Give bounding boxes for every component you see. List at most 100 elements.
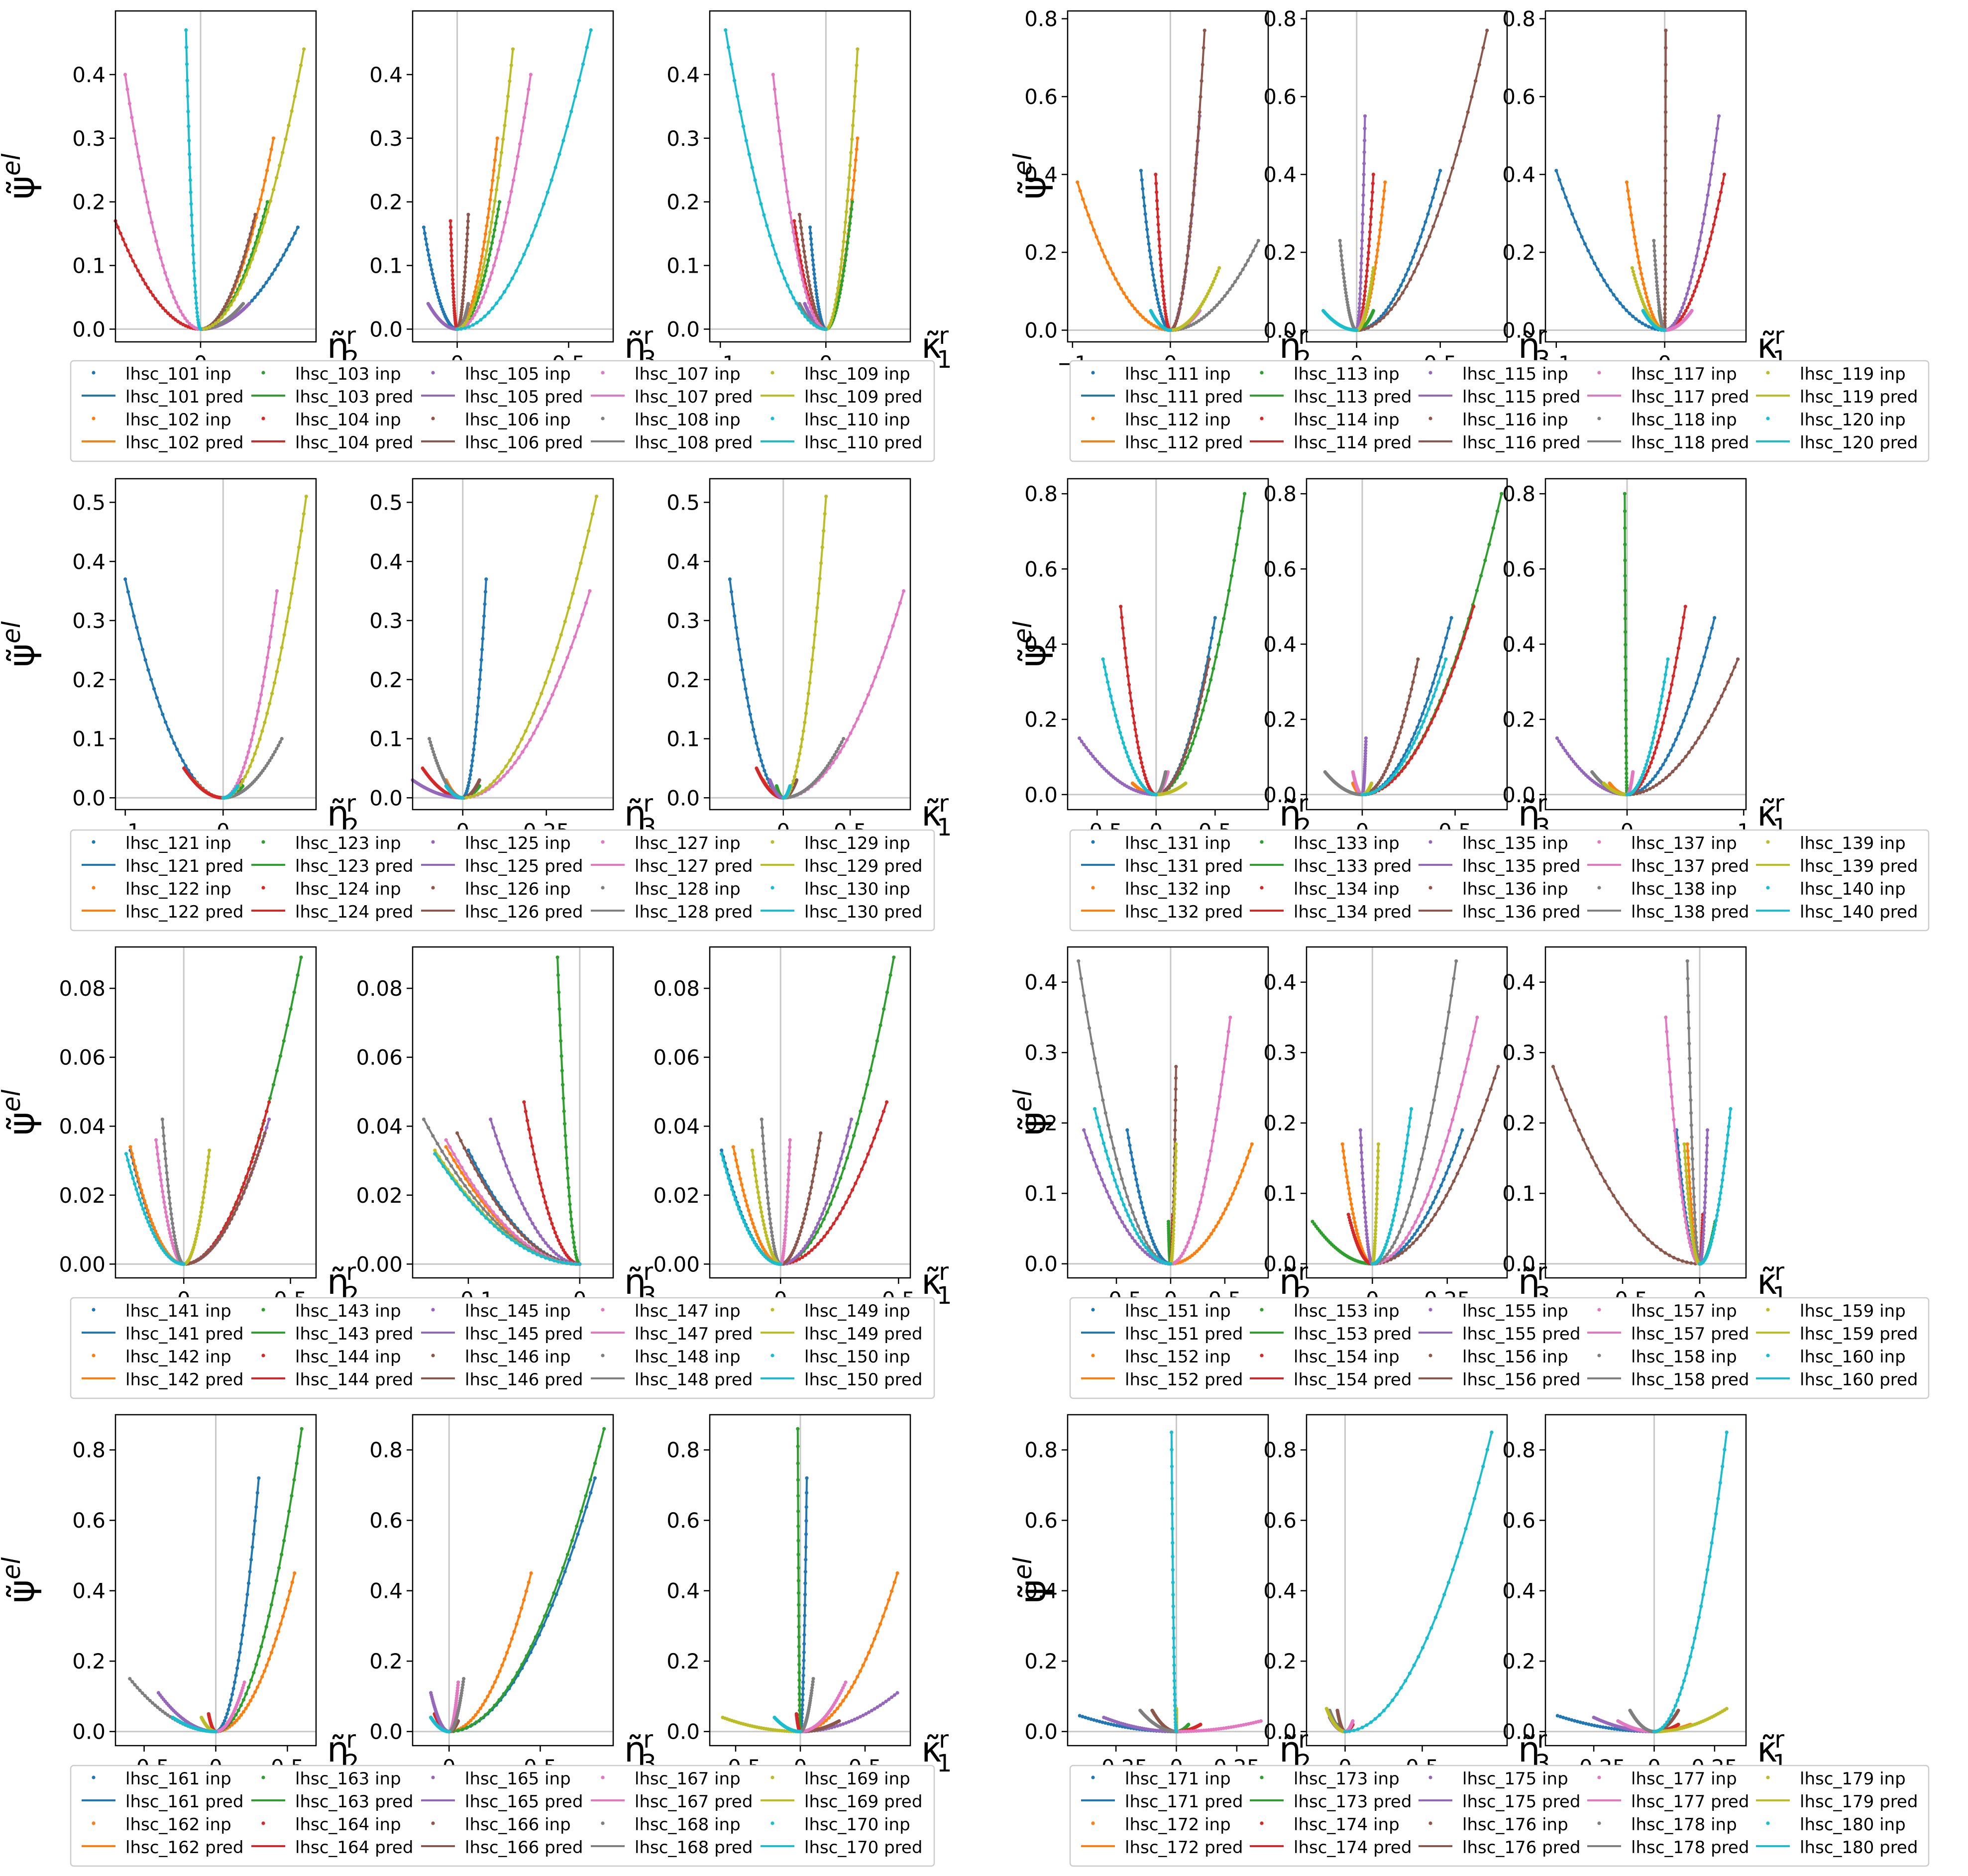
data-point bbox=[1652, 244, 1656, 248]
data-point bbox=[1382, 315, 1386, 319]
data-point bbox=[565, 124, 569, 128]
data-point bbox=[1198, 701, 1202, 705]
data-point bbox=[1097, 242, 1101, 246]
data-point bbox=[1139, 761, 1144, 765]
data-point bbox=[478, 280, 482, 284]
data-point bbox=[278, 1054, 283, 1058]
data-point bbox=[1368, 289, 1372, 293]
data-point bbox=[268, 702, 272, 706]
data-point bbox=[464, 260, 468, 264]
data-point bbox=[1125, 665, 1129, 669]
data-point bbox=[1663, 224, 1667, 228]
data-point bbox=[484, 786, 488, 790]
data-point bbox=[1384, 309, 1388, 313]
data-point bbox=[1363, 285, 1368, 289]
data-point bbox=[275, 176, 279, 180]
data-point bbox=[1194, 166, 1198, 170]
data-point bbox=[1677, 762, 1681, 767]
data-point bbox=[500, 770, 504, 774]
data-point bbox=[1217, 300, 1221, 304]
data-point bbox=[220, 315, 224, 319]
data-point bbox=[818, 326, 822, 330]
data-point bbox=[435, 288, 438, 293]
data-point bbox=[158, 704, 162, 708]
data-point bbox=[1427, 234, 1431, 238]
data-point bbox=[1447, 179, 1451, 183]
data-point bbox=[1733, 665, 1737, 669]
data-point bbox=[507, 200, 511, 205]
y-tick-label: 0.0 bbox=[369, 786, 403, 810]
data-point bbox=[472, 313, 476, 317]
data-point bbox=[1557, 178, 1561, 182]
data-point bbox=[493, 158, 497, 162]
legend-marker-lhsc_119 bbox=[1766, 371, 1770, 375]
data-point bbox=[1690, 275, 1694, 279]
panel-101-2: 0.00.10.20.30.400.5η̃r3 bbox=[369, 10, 656, 376]
data-point bbox=[839, 283, 844, 287]
data-point bbox=[136, 154, 140, 159]
data-point bbox=[240, 770, 244, 774]
data-point bbox=[248, 744, 252, 748]
data-point bbox=[1714, 215, 1718, 219]
data-point bbox=[470, 316, 474, 320]
data-point bbox=[499, 151, 504, 155]
data-point bbox=[1632, 273, 1636, 277]
data-point bbox=[1692, 289, 1697, 293]
data-point bbox=[1343, 284, 1347, 288]
data-point bbox=[1203, 28, 1206, 32]
data-point bbox=[250, 225, 254, 230]
data-point bbox=[426, 302, 430, 306]
data-point bbox=[1421, 720, 1425, 724]
data-point bbox=[287, 606, 291, 610]
data-point bbox=[1676, 731, 1680, 735]
data-point bbox=[1178, 766, 1182, 770]
data-point bbox=[1694, 285, 1698, 289]
data-point bbox=[481, 247, 485, 251]
data-point bbox=[838, 750, 842, 754]
data-point bbox=[243, 775, 247, 779]
legend-label: lhsc_106 inp bbox=[465, 410, 571, 430]
data-point bbox=[1692, 689, 1696, 693]
data-point bbox=[1713, 707, 1717, 711]
data-point bbox=[1675, 656, 1679, 660]
data-point bbox=[1206, 292, 1210, 296]
data-point bbox=[1442, 691, 1446, 695]
series-points-lhsc_121 bbox=[123, 577, 225, 800]
data-point bbox=[1362, 298, 1366, 302]
y-tick-label: 0.4 bbox=[666, 63, 700, 87]
data-point bbox=[811, 313, 815, 317]
data-point bbox=[880, 655, 884, 659]
data-point bbox=[835, 306, 839, 310]
data-point bbox=[1130, 303, 1134, 307]
data-point bbox=[856, 47, 860, 51]
data-point bbox=[1687, 705, 1691, 709]
data-point bbox=[790, 220, 794, 224]
data-point bbox=[1657, 707, 1661, 711]
data-point bbox=[1212, 306, 1216, 310]
data-point bbox=[1359, 275, 1363, 279]
y-tick-label: 0.2 bbox=[1263, 240, 1297, 265]
data-point bbox=[490, 220, 494, 224]
data-point bbox=[855, 63, 859, 67]
data-point bbox=[178, 753, 182, 757]
data-point bbox=[482, 240, 486, 244]
data-point bbox=[848, 221, 852, 225]
data-point bbox=[231, 288, 235, 292]
data-point bbox=[1664, 63, 1668, 67]
data-point bbox=[287, 242, 291, 246]
data-point bbox=[1660, 694, 1664, 698]
data-point bbox=[1205, 665, 1209, 669]
legend-label: lhsc_113 inp bbox=[1294, 364, 1400, 384]
data-point bbox=[1705, 645, 1709, 650]
data-point bbox=[786, 200, 791, 205]
data-point bbox=[902, 589, 906, 593]
data-point bbox=[804, 260, 808, 264]
data-point bbox=[1695, 681, 1699, 685]
data-point bbox=[1703, 725, 1707, 729]
data-point bbox=[852, 109, 856, 113]
data-point bbox=[450, 278, 455, 282]
series-line-lhsc_131 bbox=[1627, 618, 1716, 796]
data-point bbox=[477, 778, 481, 782]
data-point bbox=[1664, 707, 1668, 711]
chart-group-141: 0.000.020.040.060.0800.5η̃r2ψ̃el0.000.02… bbox=[0, 946, 952, 1399]
